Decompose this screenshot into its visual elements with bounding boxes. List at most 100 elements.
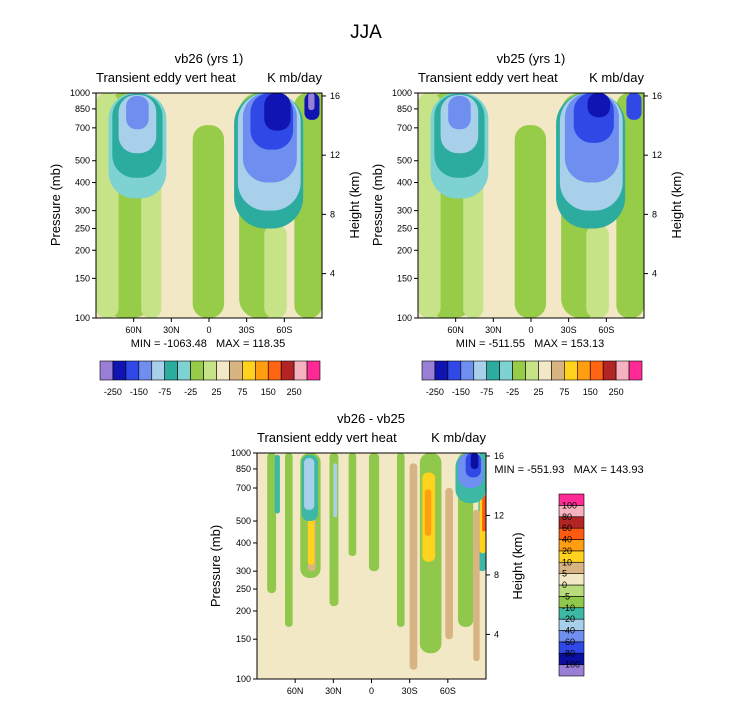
- x-tick-label: 30N: [485, 325, 502, 335]
- y-tick-label: 200: [75, 245, 90, 255]
- colorbar-swatch: [99, 360, 114, 381]
- panel-title: vb26 - vb25: [337, 411, 405, 426]
- contour-region: [315, 93, 322, 293]
- contour-region: [448, 95, 471, 130]
- y-tick-label: 100: [75, 313, 90, 323]
- colorbar-swatch: [460, 360, 475, 381]
- x-tick-label: 0: [206, 325, 211, 335]
- colorbar-swatch: [229, 360, 243, 381]
- y-tick-label: 150: [236, 634, 251, 644]
- panel-vb25: vb25 (yrs 1) Transient eddy vert heat K …: [370, 51, 684, 397]
- y-tick-label: 300: [397, 206, 412, 216]
- x-tick-label: 60N: [447, 325, 464, 335]
- colorbar-swatch: [499, 360, 513, 381]
- contour-region: [267, 453, 277, 594]
- colorbar-swatch: [125, 360, 140, 381]
- figure-title: JJA: [350, 22, 382, 43]
- colorbar-label: -100: [562, 660, 580, 670]
- min-max-label: MIN = -511.55 MAX = 153.13: [456, 338, 604, 350]
- contour-region: [126, 95, 149, 130]
- colorbar-swatch: [267, 360, 282, 381]
- min-max-label: MIN = -1063.48 MAX = 118.35: [131, 338, 286, 350]
- y-axis-right-label: Height (km): [510, 532, 525, 599]
- colorbar-label: -25: [506, 387, 519, 397]
- colorbar-label: 40: [562, 535, 572, 545]
- colorbar-label: -250: [426, 387, 444, 397]
- contour-region: [368, 453, 380, 572]
- colorbar-swatch: [293, 360, 308, 381]
- panel-title: vb25 (yrs 1): [497, 51, 566, 66]
- colorbar-swatch: [242, 360, 256, 381]
- colorbar-swatch: [138, 360, 153, 381]
- y-tick-label: 700: [236, 483, 251, 493]
- y-right-tick-label: 8: [652, 209, 657, 219]
- colorbar-label: 100: [562, 500, 577, 510]
- contour-region: [264, 224, 287, 318]
- y-right-tick-label: 16: [494, 451, 504, 461]
- y-tick-label: 400: [236, 538, 251, 548]
- x-tick-label: 60N: [125, 325, 142, 335]
- y-right-tick-label: 16: [652, 91, 662, 101]
- y-tick-label: 1000: [231, 448, 251, 458]
- contour-region: [333, 463, 338, 518]
- x-axis: 60N 30N 0 30S 60S: [287, 679, 456, 696]
- colorbar-swatch: [421, 360, 436, 381]
- x-tick-label: 30S: [561, 325, 577, 335]
- colorbar-swatch: [280, 360, 295, 381]
- right-subtitle: K mb/day: [589, 70, 644, 85]
- colorbar-label: -40: [562, 626, 575, 636]
- y-tick-label: 400: [397, 178, 412, 188]
- y-axis-label: Pressure (mb): [208, 525, 223, 607]
- colorbar-swatch: [576, 360, 591, 381]
- y-axis-right-label: Height (km): [347, 171, 362, 238]
- colorbar-label: -20: [562, 614, 575, 624]
- colorbar-swatch: [254, 360, 269, 381]
- contour-region: [348, 453, 357, 557]
- colorbar-label: 5: [562, 569, 567, 579]
- x-tick-label: 60S: [276, 325, 292, 335]
- y-axis-label: Pressure (mb): [48, 164, 63, 246]
- y-tick-label: 150: [397, 273, 412, 283]
- panel-difference: vb26 - vb25 Transient eddy vert heat K m…: [208, 411, 644, 696]
- y-right-tick-label: 16: [330, 91, 340, 101]
- y-axis-right: 4 8 12 16: [486, 451, 504, 639]
- colorbar-label: -5: [562, 591, 570, 601]
- y-tick-label: 400: [75, 178, 90, 188]
- contour-region: [274, 454, 280, 514]
- contour-region: [473, 509, 480, 662]
- y-right-tick-label: 12: [330, 150, 340, 160]
- contour-region: [264, 93, 291, 131]
- contour-region: [514, 125, 547, 318]
- contour-region: [424, 489, 432, 536]
- y-tick-label: 850: [397, 104, 412, 114]
- colorbar-label: 0: [562, 580, 567, 590]
- y-tick-label: 200: [236, 606, 251, 616]
- contour-region: [445, 488, 453, 640]
- colorbar-label: 75: [237, 387, 247, 397]
- colorbar-label: 150: [261, 387, 276, 397]
- x-tick-label: 30S: [239, 325, 255, 335]
- y-right-tick-label: 12: [652, 150, 662, 160]
- y-axis-left: 100 150 200 250 300 400 500 700 850 1000: [392, 88, 418, 323]
- y-tick-label: 850: [75, 104, 90, 114]
- y-right-tick-label: 4: [494, 629, 499, 639]
- x-tick-label: 30N: [325, 686, 342, 696]
- colorbar-swatch: [589, 360, 604, 381]
- left-subtitle: Transient eddy vert heat: [96, 70, 236, 85]
- y-tick-label: 700: [397, 123, 412, 133]
- colorbar-swatch: [486, 360, 500, 381]
- y-tick-label: 250: [397, 223, 412, 233]
- y-right-tick-label: 4: [330, 269, 335, 279]
- y-tick-label: 1000: [70, 88, 90, 98]
- colorbar-swatch: [538, 360, 552, 381]
- colorbar-label: -150: [130, 387, 148, 397]
- colorbar-swatch: [164, 360, 178, 381]
- colorbar-label: 25: [211, 387, 221, 397]
- y-tick-label: 250: [75, 223, 90, 233]
- max-value: MAX = 143.93: [574, 464, 644, 476]
- colorbar-label: 60: [562, 523, 572, 533]
- left-subtitle: Transient eddy vert heat: [418, 70, 558, 85]
- colorbar-swatch: [203, 360, 217, 381]
- y-tick-label: 300: [75, 206, 90, 216]
- min-value: MIN = -551.93: [494, 464, 564, 476]
